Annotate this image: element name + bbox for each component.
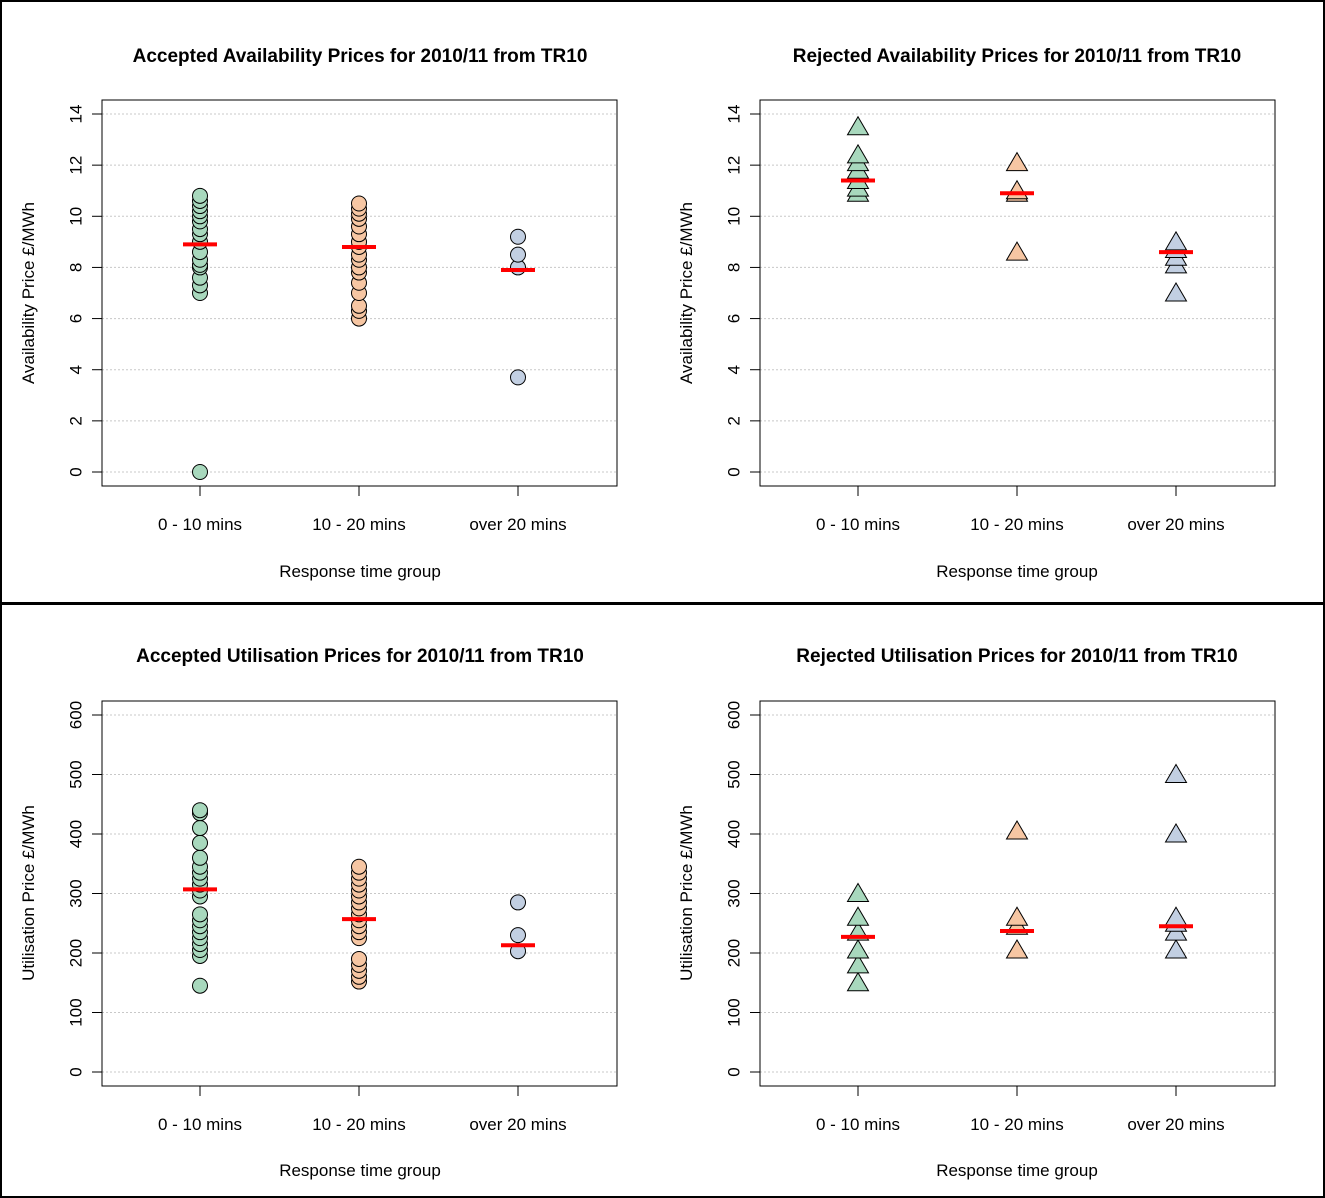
y-tick-label: 600 (725, 701, 744, 729)
y-tick-label: 8 (67, 263, 86, 272)
y-tick-label: 100 (67, 998, 86, 1026)
panel-divider (0, 602, 1325, 605)
y-tick-label: 0 (725, 1067, 744, 1076)
y-tick-label: 0 (67, 1067, 86, 1076)
x-axis-label: Response time group (936, 562, 1098, 581)
y-tick-label: 6 (725, 314, 744, 323)
data-point (192, 906, 208, 923)
data-point (1005, 906, 1029, 926)
data-point (1005, 241, 1029, 261)
y-tick-label: 500 (725, 760, 744, 788)
y-axis-label: Availability Price £/MWh (677, 202, 696, 384)
x-tick-label: 10 - 20 mins (970, 1115, 1064, 1134)
y-tick-label: 14 (725, 105, 744, 124)
y-tick-label: 0 (67, 467, 86, 476)
x-tick-label: 0 - 10 mins (158, 515, 242, 534)
data-point (510, 246, 526, 263)
x-tick-label: 10 - 20 mins (312, 515, 406, 534)
y-tick-label: 500 (67, 760, 86, 788)
y-tick-label: 2 (67, 416, 86, 425)
x-tick-label: 10 - 20 mins (312, 1115, 406, 1134)
x-axis-label: Response time group (936, 1161, 1098, 1180)
y-tick-label: 2 (725, 416, 744, 425)
data-point (1164, 823, 1188, 843)
data-point (192, 820, 208, 837)
y-tick-label: 300 (67, 879, 86, 907)
data-point (1164, 939, 1188, 959)
data-point (1005, 179, 1029, 200)
chart-title: Rejected Availability Prices for 2010/11… (793, 46, 1241, 67)
y-tick-label: 0 (725, 467, 744, 476)
y-tick-label: 200 (67, 939, 86, 967)
y-tick-label: 8 (725, 263, 744, 272)
y-tick-label: 12 (725, 156, 744, 175)
data-point (510, 927, 526, 944)
x-tick-label: 10 - 20 mins (970, 515, 1064, 534)
data-point (846, 906, 870, 926)
x-axis-label: Response time group (279, 562, 441, 581)
data-point (510, 894, 526, 911)
data-point (192, 977, 208, 994)
y-tick-label: 14 (67, 105, 86, 124)
data-point (510, 228, 526, 245)
data-point (846, 115, 870, 136)
data-point (846, 939, 870, 959)
data-point (351, 195, 367, 212)
chart-title: Accepted Utilisation Prices for 2010/11 … (136, 646, 584, 667)
x-tick-label: over 20 mins (469, 515, 566, 534)
y-tick-label: 10 (725, 207, 744, 226)
y-tick-label: 4 (725, 365, 744, 374)
chart-title: Accepted Availability Prices for 2010/11… (133, 46, 588, 67)
data-point (1005, 151, 1029, 172)
data-point (846, 143, 870, 164)
y-tick-label: 300 (725, 879, 744, 907)
data-point (192, 802, 208, 819)
data-point (1164, 906, 1188, 926)
data-point (351, 858, 367, 875)
panel-rejected-availability: Rejected Availability Prices for 2010/11… (677, 46, 1276, 581)
data-point (192, 187, 208, 204)
data-point (1005, 939, 1029, 959)
x-tick-label: over 20 mins (1127, 1115, 1224, 1134)
data-point (192, 834, 208, 851)
x-tick-label: 0 - 10 mins (158, 1115, 242, 1134)
x-tick-label: 0 - 10 mins (816, 1115, 900, 1134)
data-point (846, 971, 870, 992)
y-tick-label: 6 (67, 314, 86, 323)
data-point (510, 369, 526, 386)
data-point (1164, 282, 1188, 302)
y-axis-label: Utilisation Price £/MWh (19, 805, 38, 981)
y-tick-label: 4 (67, 365, 86, 374)
y-tick-label: 400 (725, 820, 744, 848)
y-tick-label: 12 (67, 156, 86, 175)
y-axis-label: Utilisation Price £/MWh (677, 805, 696, 981)
data-point (1005, 820, 1029, 840)
x-tick-label: over 20 mins (1127, 515, 1224, 534)
panel-accepted-utilisation: Accepted Utilisation Prices for 2010/11 … (19, 646, 618, 1180)
x-axis-label: Response time group (279, 1161, 441, 1180)
chart-title: Rejected Utilisation Prices for 2010/11 … (796, 646, 1237, 667)
x-tick-label: over 20 mins (469, 1115, 566, 1134)
panel-accepted-availability: Accepted Availability Prices for 2010/11… (19, 46, 618, 581)
data-point (846, 953, 870, 974)
y-axis-label: Availability Price £/MWh (19, 202, 38, 384)
y-tick-label: 100 (725, 998, 744, 1026)
y-tick-label: 400 (67, 820, 86, 848)
data-point (846, 882, 870, 902)
data-point (192, 464, 208, 480)
panel-rejected-utilisation: Rejected Utilisation Prices for 2010/11 … (677, 646, 1276, 1180)
y-tick-label: 10 (67, 207, 86, 226)
y-tick-label: 600 (67, 701, 86, 729)
data-point (351, 950, 367, 967)
y-tick-label: 200 (725, 939, 744, 967)
data-point (192, 849, 208, 866)
x-tick-label: 0 - 10 mins (816, 515, 900, 534)
data-point (1164, 763, 1188, 783)
data-point (1164, 230, 1188, 251)
